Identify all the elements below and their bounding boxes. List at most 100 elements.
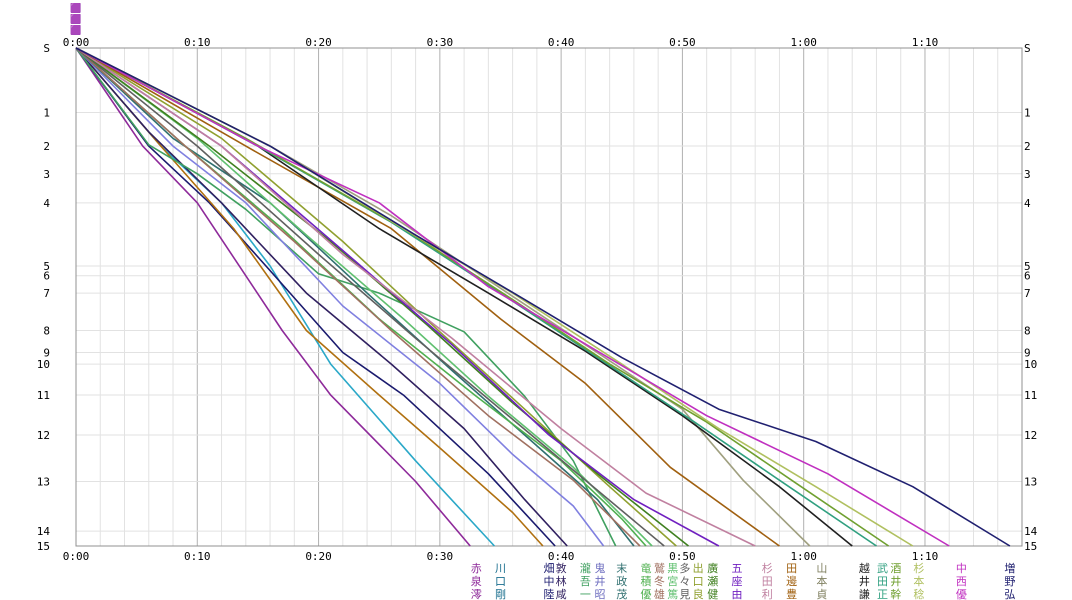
runner-name-char: 越	[859, 561, 870, 575]
runner-name-char: 田	[786, 562, 797, 575]
series-line	[75, 47, 617, 547]
runner-name-char: 陸	[544, 588, 555, 600]
y-tick-label-left: 3	[43, 168, 50, 181]
top-legend-glyph: 🟪	[70, 2, 81, 14]
series-line	[75, 47, 853, 547]
y-tick-label-right: 2	[1024, 140, 1031, 153]
runner-name-char: 優	[956, 588, 967, 600]
runner-name-char: 積	[641, 574, 652, 588]
runner-name-char: 田	[877, 575, 888, 588]
x-tick-label-top: 0:20	[305, 36, 332, 49]
x-tick-label-top: 0:10	[184, 36, 211, 49]
y-tick-label-left: 2	[43, 140, 50, 153]
y-tick-label-right: 5	[1024, 260, 1031, 273]
runner-name-char: 剛	[495, 588, 506, 600]
x-tick-label-bottom: 0:10	[184, 550, 211, 563]
x-tick-label-top: 0:40	[548, 36, 575, 49]
runner-name-char: 邊	[786, 574, 797, 588]
y-tick-label-left: 15	[37, 540, 50, 553]
x-tick-label-top: 1:10	[912, 36, 939, 49]
runner-name-char: 雄	[654, 587, 665, 600]
series-line	[75, 47, 556, 547]
y-tick-label-left: 11	[37, 389, 50, 402]
runner-name-char: 正	[877, 588, 888, 600]
series-line	[75, 47, 1011, 547]
runner-name-char: 本	[913, 574, 924, 588]
x-tick-label-top: 0:00	[63, 36, 90, 49]
series-line	[75, 47, 780, 547]
top-legend-glyph: 🟪	[70, 24, 81, 36]
runner-name-char: 竜	[641, 561, 652, 575]
runner-name-char: 優	[641, 588, 652, 600]
y-tick-label-right: 9	[1024, 346, 1031, 359]
runner-name-char: 川	[495, 562, 506, 575]
runner-name-char: 茂	[616, 587, 627, 600]
runner-name-char: 酒	[890, 562, 901, 575]
x-tick-label-bottom: 0:40	[548, 550, 575, 563]
runner-name-char: 見	[679, 588, 690, 600]
runner-name-char: 五	[731, 562, 742, 575]
runner-name-char: 澪	[471, 588, 482, 600]
runner-name-char: 政	[616, 574, 627, 588]
series-line	[75, 47, 950, 547]
y-tick-label-left: 10	[37, 358, 50, 371]
y-tick-label-left: 4	[43, 197, 50, 210]
runner-name-char: 利	[762, 588, 773, 600]
runner-name-char: 西	[956, 575, 967, 588]
runner-name-char: 健	[707, 588, 718, 600]
runner-name-char: 鷲	[654, 561, 665, 575]
series-line	[75, 47, 677, 547]
runner-name-char: 林	[556, 574, 567, 588]
series-line	[75, 47, 495, 547]
y-tick-label-right: 10	[1024, 358, 1037, 371]
runner-name-char: 瀧	[580, 562, 591, 575]
runner-name-char: 座	[731, 574, 742, 588]
x-tick-label-bottom: 1:10	[912, 550, 939, 563]
y-tick-label-left: 5	[43, 260, 50, 273]
chart-axes: 0:00 0:00 0:10 0:10 0:20 0:20 0:30 0:30 0:40 0:40…	[37, 36, 1038, 563]
y-tick-label-left: 9	[43, 346, 50, 359]
y-tick-label-right: 15	[1024, 540, 1037, 553]
y-tick-label-right: 13	[1024, 475, 1037, 488]
y-tick-label-left: 13	[37, 475, 50, 488]
runner-name-char: 中	[544, 575, 555, 588]
series-line	[75, 47, 605, 547]
x-tick-label-top: 0:30	[427, 36, 454, 49]
series-line	[75, 47, 756, 547]
runner-name-char: 本	[816, 574, 827, 588]
runner-name-char: 口	[495, 575, 506, 588]
runner-name-char: 幹	[890, 587, 901, 600]
y-tick-label-left: 6	[43, 270, 50, 283]
runner-name-char: 貞	[816, 588, 827, 600]
x-tick-label-bottom: 0:00	[63, 550, 90, 563]
y-tick-label-right: S	[1024, 42, 1031, 55]
series-line	[75, 47, 665, 547]
x-tick-label-top: 0:50	[669, 36, 696, 49]
series-line	[75, 47, 471, 547]
runner-name-char: 一	[580, 588, 591, 600]
runner-name-char: 咸	[556, 588, 567, 600]
runner-name-char: 赤	[471, 562, 482, 575]
y-tick-label-left: 7	[43, 287, 50, 300]
runner-name-char: 杉	[762, 561, 773, 575]
runner-name-char: 廣	[707, 561, 718, 575]
runner-name-char: 出	[693, 561, 704, 575]
runner-name-char: 野	[1004, 575, 1015, 588]
runner-name-char: 田	[762, 575, 773, 588]
runner-name-char: 冬	[654, 574, 665, 588]
y-tick-label-right: 11	[1024, 389, 1037, 402]
series-line	[75, 47, 641, 547]
x-tick-label-bottom: 0:30	[427, 550, 454, 563]
plot-frame	[75, 47, 1023, 547]
runner-name-char: 々	[679, 575, 690, 588]
runner-name-char: 杉	[913, 561, 924, 575]
runner-name-char: 敦	[556, 561, 567, 575]
y-tick-label-right: 8	[1024, 325, 1031, 338]
runner-name-char: 鬼	[594, 561, 605, 575]
x-tick-label-top: 1:00	[790, 36, 817, 49]
y-tick-label-right: 6	[1024, 270, 1031, 283]
runner-name-char: 宮	[667, 574, 678, 588]
runner-name-char: 多	[679, 561, 690, 575]
runner-name-char: 泉	[471, 574, 482, 588]
runner-name-char: 弘	[1004, 588, 1015, 600]
